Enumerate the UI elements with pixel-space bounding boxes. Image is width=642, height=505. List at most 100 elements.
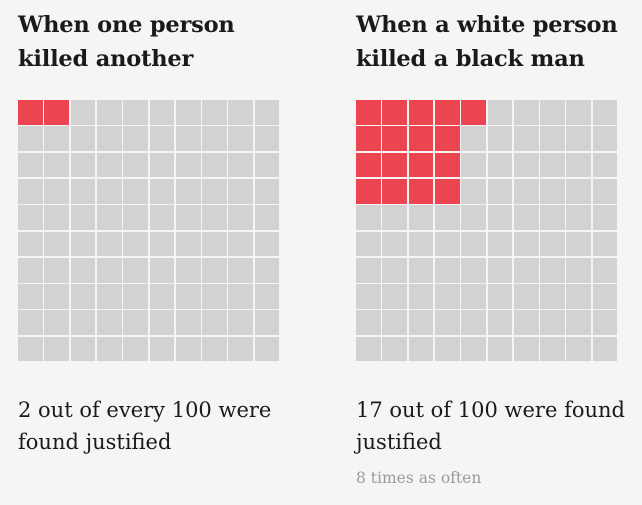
waffle-cell <box>18 284 43 309</box>
waffle-cell <box>513 231 539 257</box>
waffle-cell <box>96 284 122 309</box>
waffle-cell <box>44 310 70 336</box>
chart-title: When a white person killed a black man <box>356 12 618 72</box>
waffle-cell <box>123 310 148 336</box>
waffle-cell <box>228 231 254 257</box>
waffle-cell <box>254 310 280 336</box>
waffle-cell <box>592 310 618 336</box>
waffle-grid <box>356 100 619 363</box>
waffle-cell <box>592 284 618 309</box>
waffle-cell <box>70 205 96 230</box>
waffle-cell <box>513 205 539 230</box>
waffle-cell <box>540 100 565 125</box>
waffle-cell <box>70 257 96 283</box>
waffle-cell <box>487 126 513 152</box>
waffle-cell <box>254 231 280 257</box>
waffle-cell <box>487 100 513 125</box>
waffle-cell-highlighted <box>434 100 460 125</box>
waffle-cell <box>70 336 96 362</box>
waffle-cell <box>540 336 565 362</box>
waffle-cell <box>44 231 70 257</box>
waffle-cell <box>254 336 280 362</box>
waffle-cell <box>228 336 254 362</box>
chart-caption: 2 out of every 100 were found justified <box>18 398 272 454</box>
waffle-cell <box>44 205 70 230</box>
waffle-cell <box>540 178 565 204</box>
waffle-cell <box>123 257 148 283</box>
waffle-cell-highlighted <box>434 126 460 152</box>
waffle-cell <box>254 284 280 309</box>
waffle-grid <box>18 100 281 363</box>
waffle-cell <box>18 152 43 178</box>
waffle-cell <box>513 336 539 362</box>
waffle-cell <box>487 284 513 309</box>
waffle-cell-highlighted <box>382 152 408 178</box>
waffle-cell <box>566 152 592 178</box>
waffle-cell <box>202 126 227 152</box>
waffle-cell <box>408 257 434 283</box>
waffle-cell <box>592 126 618 152</box>
waffle-cell <box>149 257 175 283</box>
waffle-cell <box>382 257 408 283</box>
waffle-cell <box>175 152 201 178</box>
waffle-cell-highlighted <box>18 100 43 125</box>
waffle-cell <box>540 257 565 283</box>
waffle-cell <box>487 152 513 178</box>
waffle-cell <box>566 126 592 152</box>
waffle-cell <box>228 310 254 336</box>
waffle-cell <box>175 336 201 362</box>
waffle-cell <box>149 310 175 336</box>
waffle-cell <box>123 284 148 309</box>
waffle-cell-highlighted <box>434 178 460 204</box>
waffle-cell <box>70 126 96 152</box>
waffle-cell <box>513 284 539 309</box>
waffle-cell <box>540 284 565 309</box>
waffle-cell <box>566 284 592 309</box>
waffle-cell <box>592 231 618 257</box>
waffle-cell <box>513 100 539 125</box>
waffle-cell <box>175 257 201 283</box>
waffle-cell <box>18 178 43 204</box>
waffle-cell <box>123 100 148 125</box>
waffle-cell <box>592 100 618 125</box>
waffle-cell <box>44 336 70 362</box>
waffle-cell <box>149 284 175 309</box>
waffle-cell <box>254 100 280 125</box>
waffle-cell <box>228 100 254 125</box>
waffle-cell <box>461 178 486 204</box>
waffle-cell-highlighted <box>408 100 434 125</box>
waffle-cell <box>434 257 460 283</box>
waffle-cell <box>96 152 122 178</box>
waffle-cell <box>356 310 381 336</box>
waffle-cell <box>487 178 513 204</box>
waffle-cell <box>96 100 122 125</box>
waffle-cell <box>461 205 486 230</box>
waffle-cell <box>175 205 201 230</box>
waffle-cell-highlighted <box>382 126 408 152</box>
waffle-cell <box>70 178 96 204</box>
waffle-cell <box>123 178 148 204</box>
waffle-cell <box>487 310 513 336</box>
waffle-cell <box>96 178 122 204</box>
waffle-cell <box>96 231 122 257</box>
waffle-cell <box>175 310 201 336</box>
waffle-cell <box>44 284 70 309</box>
waffle-cell <box>254 152 280 178</box>
waffle-cell <box>566 231 592 257</box>
waffle-cell <box>149 336 175 362</box>
waffle-cell <box>202 231 227 257</box>
waffle-cell <box>254 126 280 152</box>
waffle-cell <box>408 336 434 362</box>
waffle-cell <box>123 336 148 362</box>
waffle-cell <box>592 152 618 178</box>
waffle-cell-highlighted <box>356 126 381 152</box>
waffle-cell <box>44 178 70 204</box>
waffle-cell <box>540 310 565 336</box>
waffle-cell <box>487 336 513 362</box>
waffle-cell <box>228 257 254 283</box>
waffle-cell <box>228 284 254 309</box>
waffle-cell <box>540 126 565 152</box>
waffle-cell <box>540 205 565 230</box>
waffle-cell <box>408 310 434 336</box>
waffle-cell <box>175 126 201 152</box>
